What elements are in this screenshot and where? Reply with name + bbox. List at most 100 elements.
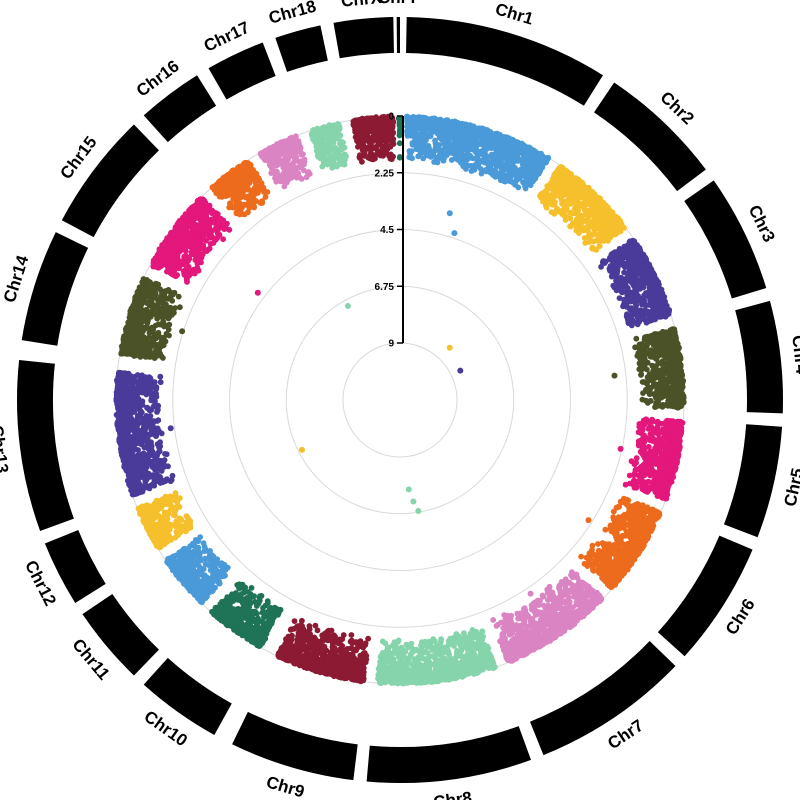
data-point (429, 120, 435, 127)
data-point (553, 178, 560, 185)
data-point (610, 508, 617, 515)
data-point (672, 457, 679, 464)
data-point (649, 416, 655, 423)
data-point (678, 425, 685, 431)
chromosome-segment-chr17 (208, 42, 276, 100)
data-point (671, 349, 678, 356)
data-point (504, 151, 511, 158)
data-point (655, 288, 662, 295)
data-point (631, 261, 638, 267)
data-point (639, 301, 645, 308)
data-point (671, 431, 678, 437)
data-point (639, 355, 646, 362)
data-point (518, 167, 525, 173)
data-point (621, 279, 627, 286)
data-point (499, 170, 506, 177)
data-point (612, 231, 618, 238)
data-point (644, 366, 650, 373)
data-point (635, 309, 641, 316)
data-point (635, 350, 642, 356)
data-point (645, 311, 652, 317)
grid-ring-3 (285, 285, 515, 515)
data-point (678, 376, 685, 383)
data-point (470, 147, 477, 153)
data-point (632, 276, 638, 283)
data-point (442, 145, 449, 151)
series-chr4 (611, 326, 687, 411)
data-point (631, 484, 638, 491)
data-point (605, 228, 612, 234)
chromosome-segment-chr1 (406, 17, 603, 106)
data-point (665, 379, 672, 385)
data-point (654, 483, 661, 489)
data-point (640, 281, 647, 288)
data-point (643, 416, 649, 423)
data-point (671, 367, 677, 373)
data-point (651, 282, 658, 289)
data-point (643, 479, 650, 486)
data-point (619, 255, 626, 261)
data-point (636, 271, 643, 277)
data-point (627, 314, 633, 320)
data-point (659, 471, 666, 478)
data-point (589, 211, 596, 218)
chromosome-segment-chr10 (143, 657, 232, 735)
data-point (662, 360, 669, 367)
data-point (625, 320, 632, 326)
data-point (595, 547, 602, 554)
data-point (559, 200, 565, 207)
data-point (638, 472, 644, 479)
data-point (589, 546, 595, 553)
data-point (632, 300, 639, 306)
data-point (650, 438, 656, 444)
data-point (564, 185, 571, 191)
data-point (640, 295, 647, 301)
data-point (457, 142, 463, 149)
data-point (552, 184, 558, 190)
lead-point (617, 445, 624, 452)
data-point (626, 253, 632, 260)
data-point (476, 127, 483, 134)
data-point (602, 526, 609, 533)
chromosome-ring (17, 17, 783, 783)
data-point (425, 143, 432, 149)
data-point (652, 338, 659, 345)
data-point (603, 222, 610, 229)
data-point (431, 125, 438, 132)
data-point (567, 171, 574, 178)
data-point (436, 147, 443, 154)
data-point (429, 148, 436, 155)
data-point (434, 120, 440, 126)
data-point (542, 188, 549, 194)
data-point (628, 507, 635, 514)
lead-point (457, 367, 464, 374)
data-point (646, 294, 653, 300)
data-point (635, 429, 642, 436)
data-point (413, 117, 419, 124)
data-point (593, 222, 600, 229)
data-point (594, 236, 601, 243)
data-point (633, 287, 640, 294)
data-points (113, 113, 687, 687)
data-point (653, 309, 660, 316)
chromosome-segment-chr3 (684, 180, 767, 299)
data-point (431, 159, 437, 165)
data-point (652, 316, 658, 323)
data-point (671, 467, 678, 474)
chromosome-segment-chrx (333, 17, 394, 59)
grid-ring-4 (342, 342, 458, 458)
data-point (589, 244, 596, 251)
data-point (561, 168, 568, 174)
data-point (664, 424, 671, 430)
data-point (663, 329, 670, 336)
data-point (637, 361, 644, 368)
data-point (610, 514, 617, 521)
lead-point (446, 210, 453, 217)
data-point (510, 152, 517, 159)
data-point (667, 389, 674, 395)
data-point (529, 161, 536, 167)
data-point (510, 164, 516, 171)
data-point (669, 418, 675, 425)
chromosome-segment-chr13 (17, 359, 74, 531)
